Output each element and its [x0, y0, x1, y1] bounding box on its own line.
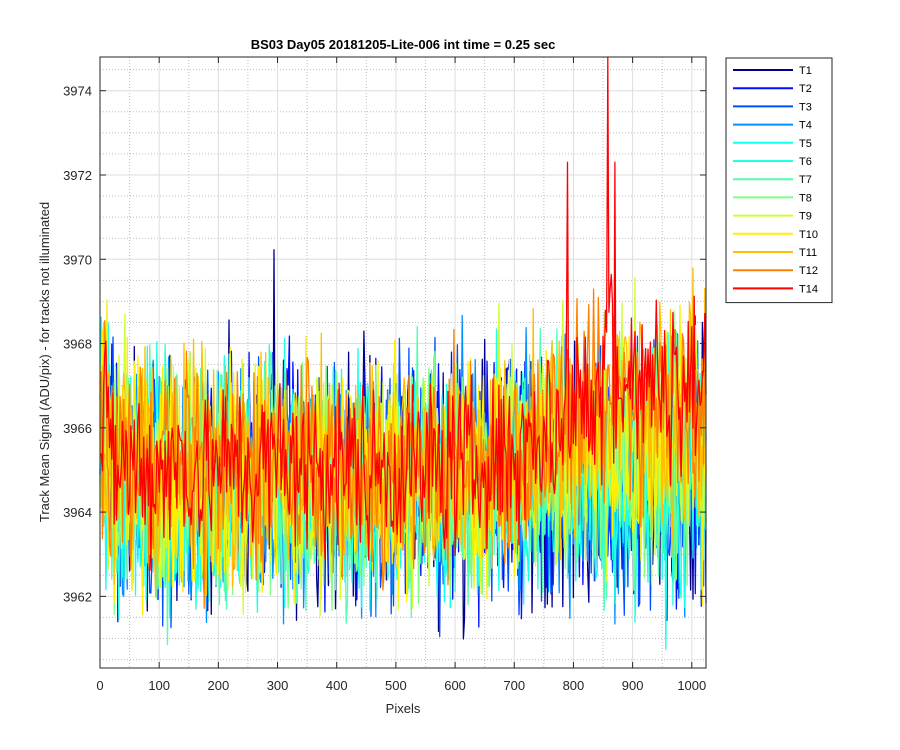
y-tick-label: 3972	[63, 168, 92, 183]
legend-label-t10: T10	[799, 229, 818, 241]
legend-label-t4: T4	[799, 120, 812, 132]
plot-frame	[99, 56, 707, 669]
x-tick-label: 400	[326, 678, 348, 693]
legend-label-t14: T14	[799, 283, 818, 295]
chart-title: BS03 Day05 20181205-Lite-006 int time = …	[251, 37, 556, 52]
y-tick-label: 3962	[63, 589, 92, 604]
legend-label-t12: T12	[799, 265, 818, 277]
x-axis-ticks: 0 100 200 300 400 500 600 700 800 900 1000	[96, 57, 706, 693]
x-tick-label: 500	[385, 678, 407, 693]
x-tick-label: 300	[267, 678, 289, 693]
legend-label-t2: T2	[799, 83, 812, 95]
legend-label-t9: T9	[799, 211, 812, 223]
y-tick-label: 3970	[63, 252, 92, 267]
y-tick-label: 3968	[63, 337, 92, 352]
legend: T1 T2 T3 T4 T5 T6 T7 T8 T9 T10 T11 T12 T14	[725, 57, 833, 304]
x-tick-label: 200	[208, 678, 230, 693]
legend-label-t11: T11	[799, 247, 817, 259]
x-tick-label: 100	[148, 678, 170, 693]
legend-label-t3: T3	[799, 101, 812, 113]
x-tick-label: 1000	[677, 678, 706, 693]
legend-label-t1: T1	[799, 65, 812, 77]
series-line-t14	[99, 56, 707, 571]
series-line-t12	[99, 288, 707, 609]
x-tick-label: 900	[622, 678, 644, 693]
legend-label-t6: T6	[799, 156, 812, 168]
y-axis-ticks: 3962 3964 3966 3968 3970 3972 3974	[63, 84, 706, 604]
x-tick-label: 700	[503, 678, 525, 693]
x-tick-label: 800	[563, 678, 585, 693]
x-tick-label: 600	[444, 678, 466, 693]
legend-label-t7: T7	[799, 174, 812, 186]
y-tick-label: 3964	[63, 505, 92, 520]
y-axis-label: Track Mean Signal (ADU/pix) - for tracks…	[37, 202, 52, 522]
legend-box	[725, 57, 833, 304]
legend-label-t5: T5	[799, 138, 812, 150]
series-layer	[99, 56, 707, 650]
y-tick-label: 3974	[63, 84, 92, 99]
x-tick-label: 0	[96, 678, 103, 693]
y-tick-label: 3966	[63, 421, 92, 436]
x-axis-label: Pixels	[386, 701, 421, 716]
legend-label-t8: T8	[799, 192, 812, 204]
